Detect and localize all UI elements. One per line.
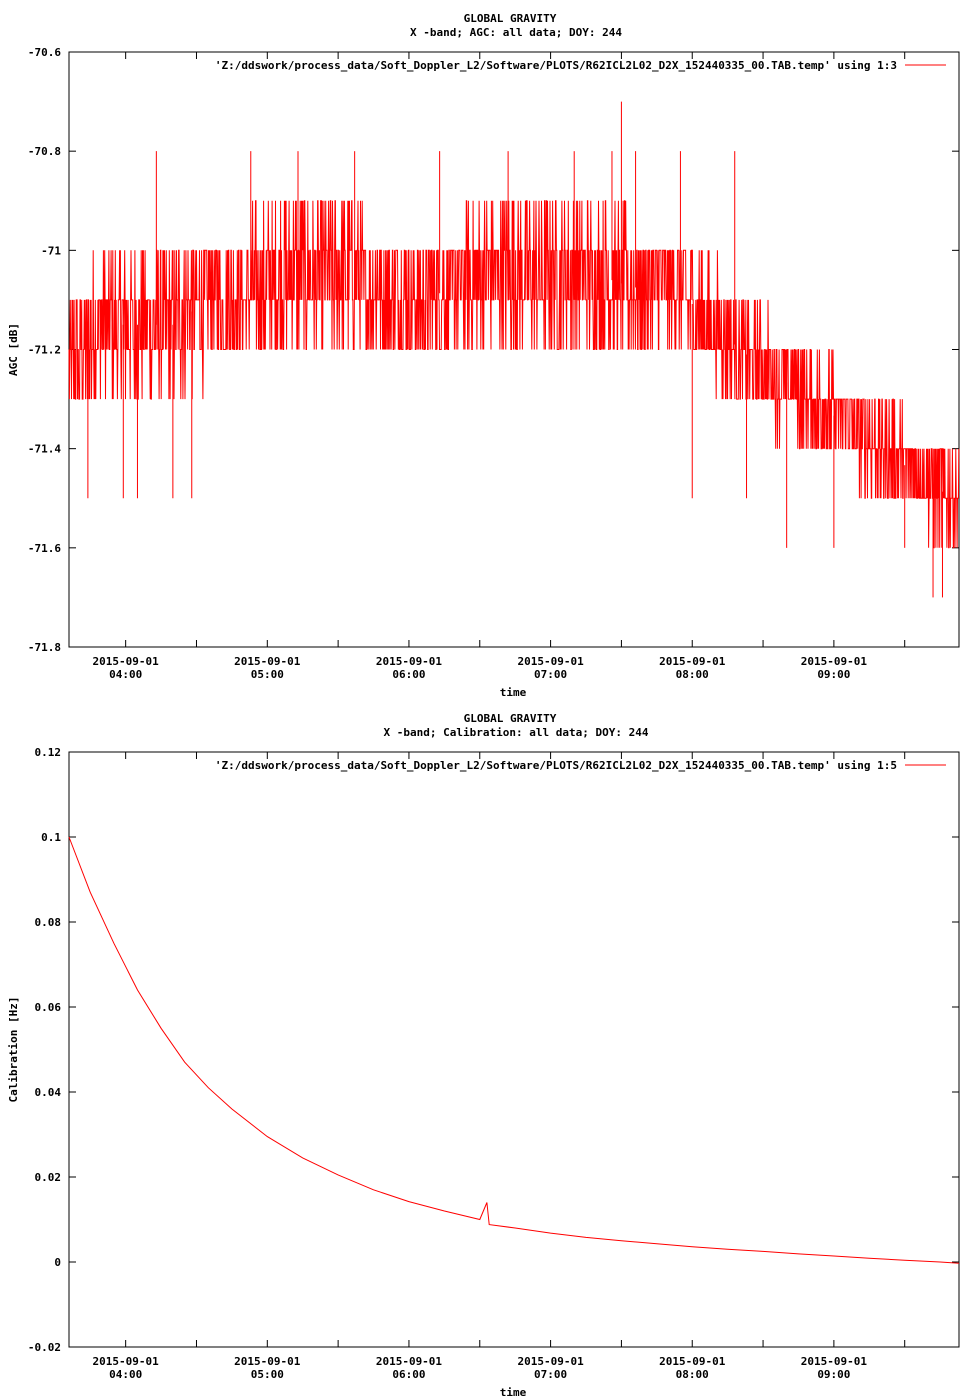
x-tick-time: 04:00 [109,1368,142,1381]
y-tick-label: 0 [54,1256,61,1269]
legend-label: 'Z:/ddswork/process_data/Soft_Doppler_L2… [215,59,897,72]
y-axis-label: AGC [dB] [7,323,20,376]
chart-title: GLOBAL GRAVITY [464,12,557,25]
y-tick-label: 0.1 [41,831,61,844]
calibration-series-line [68,836,960,1264]
x-tick-time: 08:00 [676,1368,709,1381]
y-tick-label: 0.06 [35,1001,62,1014]
x-tick-time: 08:00 [676,668,709,681]
y-tick-label: -71.4 [28,443,61,456]
x-tick-time: 09:00 [817,1368,850,1381]
x-tick-time: 04:00 [109,668,142,681]
x-tick-time: 06:00 [392,668,425,681]
x-tick-date: 2015-09-01 [234,655,301,668]
y-tick-label: -71.8 [28,641,61,654]
x-tick-date: 2015-09-01 [659,655,726,668]
x-tick-time: 07:00 [534,1368,567,1381]
x-tick-date: 2015-09-01 [234,1355,301,1368]
y-tick-label: 0.12 [35,746,62,759]
x-tick-date: 2015-09-01 [376,655,443,668]
x-tick-date: 2015-09-01 [376,1355,443,1368]
y-tick-label: 0.08 [35,916,62,929]
y-axis-label: Calibration [Hz] [7,997,20,1103]
y-tick-label: -71 [41,244,61,257]
x-tick-date: 2015-09-01 [93,655,160,668]
y-tick-label: -70.8 [28,145,61,158]
y-tick-label: -0.02 [28,1341,61,1354]
chart-subtitle: X -band; Calibration: all data; DOY: 244 [384,726,649,739]
x-tick-date: 2015-09-01 [517,655,584,668]
x-tick-date: 2015-09-01 [517,1355,584,1368]
x-tick-time: 07:00 [534,668,567,681]
y-tick-label: -71.6 [28,542,61,555]
x-axis-label: time [500,686,527,699]
y-tick-label: 0.04 [35,1086,62,1099]
y-tick-label: 0.02 [35,1171,62,1184]
x-tick-time: 05:00 [251,668,284,681]
plot-frame [68,751,960,1348]
y-tick-label: -71.2 [28,344,61,357]
x-axis-label: time [500,1386,527,1399]
x-tick-date: 2015-09-01 [801,1355,868,1368]
x-tick-time: 06:00 [392,1368,425,1381]
x-tick-time: 05:00 [251,1368,284,1381]
chart-title: GLOBAL GRAVITY [464,712,557,725]
agc-series-line [68,200,960,549]
x-tick-time: 09:00 [817,668,850,681]
y-tick-label: -70.6 [28,46,61,59]
x-tick-date: 2015-09-01 [93,1355,160,1368]
x-tick-date: 2015-09-01 [801,655,868,668]
x-tick-date: 2015-09-01 [659,1355,726,1368]
legend-label: 'Z:/ddswork/process_data/Soft_Doppler_L2… [215,759,897,772]
chart-subtitle: X -band; AGC: all data; DOY: 244 [410,26,622,39]
